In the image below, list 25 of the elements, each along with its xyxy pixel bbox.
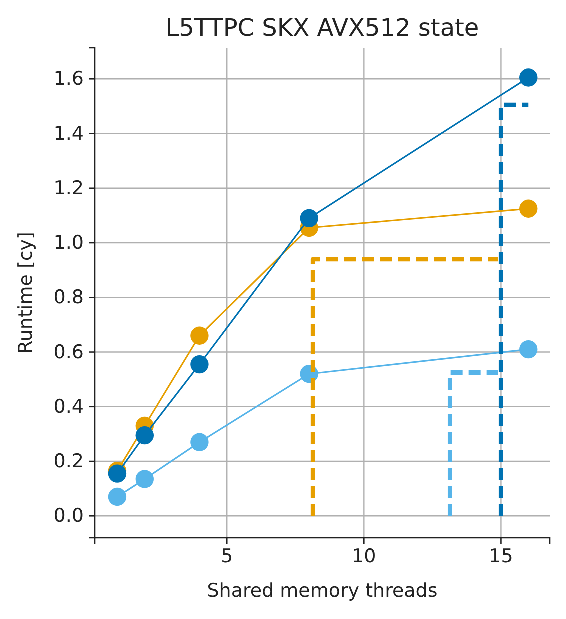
point: [520, 68, 538, 87]
x-axis-title: Shared memory threads: [207, 580, 438, 602]
y-axis-title: Runtime [cy]: [15, 232, 37, 354]
chart-title: L5TTPC SKX AVX512 state: [166, 14, 480, 42]
y-tick-label: 0.8: [54, 286, 84, 309]
y-tick-label: 1.4: [54, 122, 84, 145]
y-tick-label: 1.0: [54, 232, 84, 254]
x-tick-label: 5: [221, 545, 234, 568]
point: [136, 470, 154, 488]
y-tick-label: 0.6: [54, 341, 84, 364]
point: [190, 355, 209, 374]
point: [300, 209, 318, 228]
x-tick-label: 15: [489, 545, 514, 568]
x-tick-label: 10: [352, 545, 376, 568]
point: [520, 340, 538, 359]
y-tick-label: 0.0: [54, 505, 84, 528]
y-tick-label: 0.4: [54, 396, 84, 418]
point: [520, 200, 538, 218]
point: [190, 433, 209, 452]
point: [136, 426, 154, 445]
point: [108, 488, 127, 506]
y-tick-label: 1.6: [54, 68, 84, 90]
point: [190, 326, 209, 345]
y-tick-label: 1.2: [54, 177, 84, 200]
y-tick-label: 0.2: [54, 450, 84, 473]
